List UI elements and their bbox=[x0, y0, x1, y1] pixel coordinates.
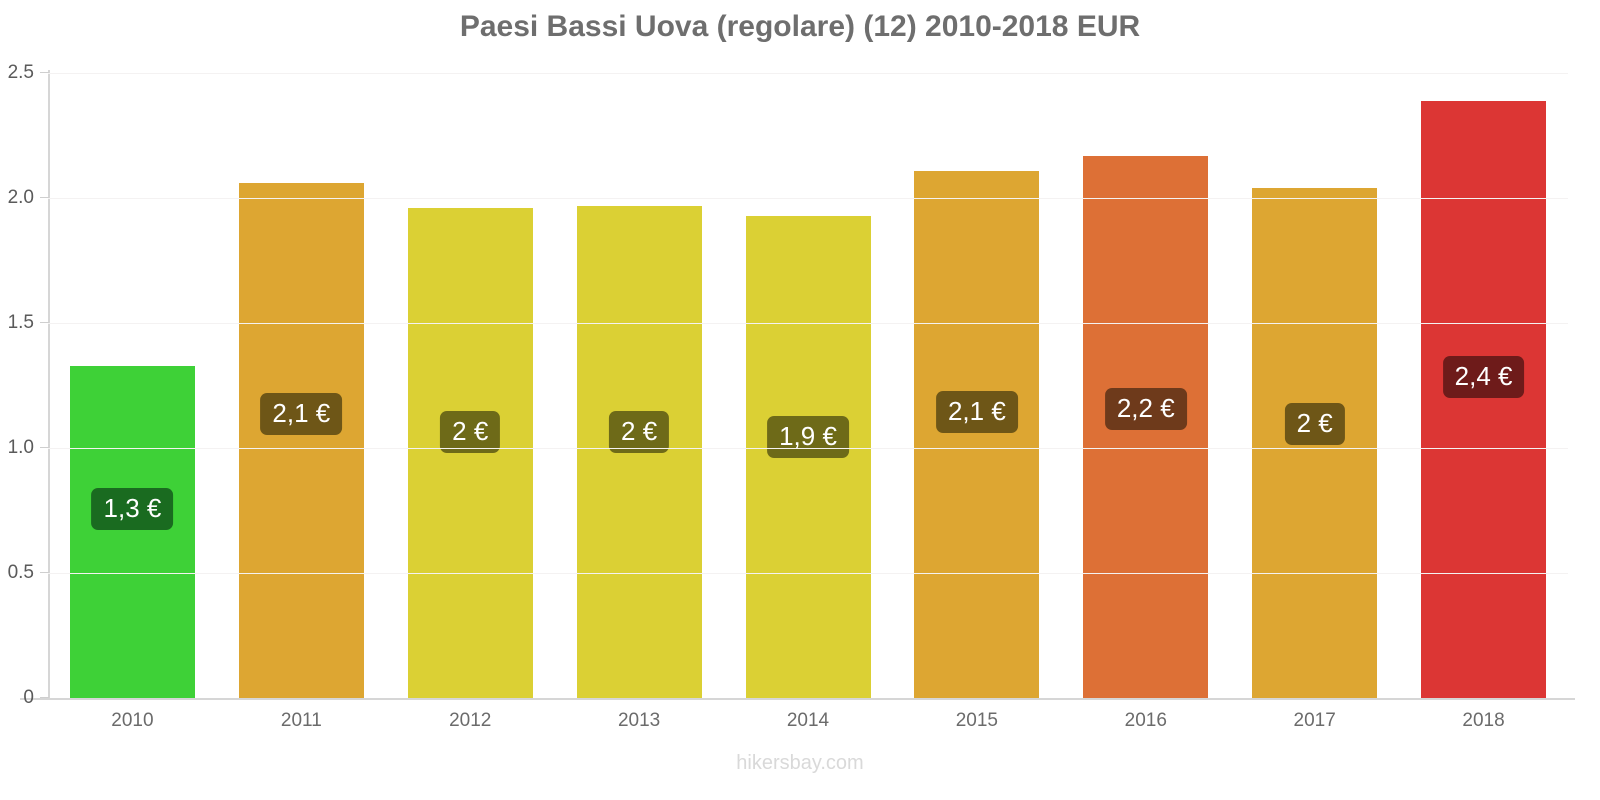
x-tick-label: 2011 bbox=[280, 710, 322, 731]
y-tick-mark bbox=[40, 322, 49, 323]
y-tick-mark bbox=[40, 572, 49, 573]
bar[interactable]: 2,4 € bbox=[1421, 100, 1547, 698]
bar[interactable]: 1,3 € bbox=[69, 365, 195, 698]
gridline bbox=[48, 573, 1568, 574]
gridline bbox=[48, 448, 1568, 449]
x-tick-label: 2017 bbox=[1293, 710, 1336, 731]
x-tick-label: 2014 bbox=[786, 710, 830, 731]
x-tick-label: 2013 bbox=[617, 710, 661, 731]
bar[interactable]: 2,2 € bbox=[1083, 155, 1209, 698]
x-tick-label: 2016 bbox=[1124, 710, 1167, 731]
bar-value-label: 1,9 € bbox=[767, 415, 849, 458]
bar[interactable]: 1,9 € bbox=[745, 215, 871, 698]
y-tick-mark bbox=[40, 72, 49, 73]
bar[interactable]: 2 € bbox=[576, 205, 702, 698]
y-tick-label: 1.5 bbox=[7, 312, 34, 333]
y-tick-mark bbox=[40, 697, 49, 698]
x-tick-label: 2010 bbox=[111, 710, 154, 731]
plot-area: 1,3 € 2,1 € 2 € 2 € 1,9 € 2,1 € 2,2 € 2 € 2,4 € bbox=[48, 73, 1568, 698]
bar-value-label: 2 € bbox=[1284, 403, 1345, 445]
y-axis-line bbox=[48, 70, 50, 700]
x-tick-label: 2018 bbox=[1462, 710, 1505, 731]
bar[interactable]: 2 € bbox=[1252, 188, 1378, 698]
bar-value-label: 2,2 € bbox=[1104, 388, 1187, 430]
y-tick-mark bbox=[40, 197, 49, 198]
chart-title: Paesi Bassi Uova (regolare) (12) 2010-20… bbox=[459, 10, 1141, 43]
y-tick-label: 0 bbox=[23, 687, 34, 708]
x-tick-label: 2015 bbox=[955, 710, 999, 731]
bar[interactable]: 2 € bbox=[407, 208, 533, 698]
bar-value-label: 2 € bbox=[440, 410, 501, 453]
y-tick-label: 2.0 bbox=[7, 187, 34, 208]
y-tick-label: 1.0 bbox=[7, 437, 34, 458]
bar-value-label: 2,1 € bbox=[935, 390, 1018, 433]
bar-value-label: 2 € bbox=[609, 410, 670, 453]
bar-value-label: 2,4 € bbox=[1442, 355, 1525, 398]
bar[interactable]: 2,1 € bbox=[914, 170, 1040, 698]
gridline bbox=[48, 73, 1568, 74]
gridline bbox=[48, 198, 1568, 199]
watermark: hikersbay.com bbox=[736, 752, 864, 774]
gridline bbox=[48, 323, 1568, 324]
y-tick-label: 2.5 bbox=[7, 62, 34, 83]
bar-value-label: 1,3 € bbox=[91, 488, 174, 530]
bar-value-label: 2,1 € bbox=[260, 393, 343, 435]
y-tick-mark bbox=[40, 447, 49, 448]
x-axis-line bbox=[20, 698, 1575, 700]
bar[interactable]: 2,1 € bbox=[238, 183, 364, 698]
y-tick-label: 0.5 bbox=[7, 562, 34, 583]
x-tick-label: 2012 bbox=[449, 710, 492, 731]
